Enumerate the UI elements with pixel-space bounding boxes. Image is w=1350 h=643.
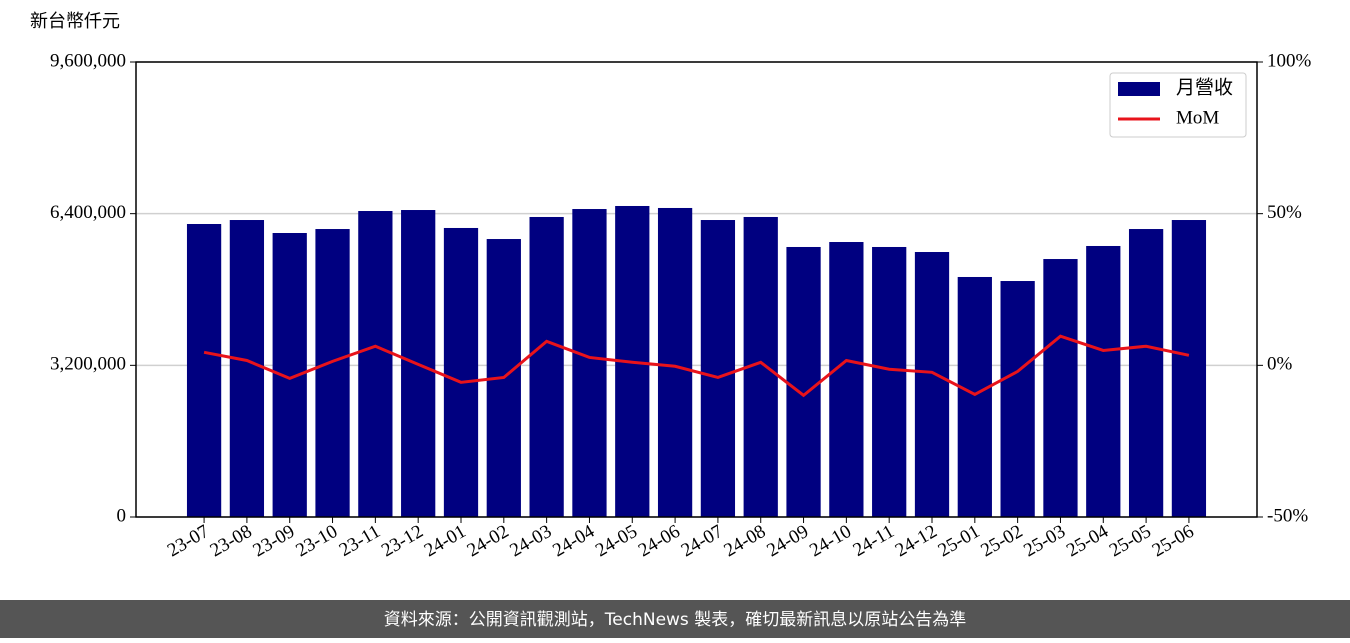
x-tick-label: 24-05 xyxy=(592,521,641,561)
legend-label: 月營收 xyxy=(1176,76,1233,98)
x-tick-label: 23-09 xyxy=(250,521,299,561)
x-tick-label: 24-01 xyxy=(421,521,470,561)
x-tick-label: 24-06 xyxy=(635,521,684,561)
x-tick-label: 24-12 xyxy=(892,521,941,561)
x-tick-label: 24-03 xyxy=(506,521,555,561)
bar xyxy=(315,229,350,517)
line xyxy=(203,334,1190,398)
bar xyxy=(1171,220,1207,518)
x-tick-label: 24-09 xyxy=(763,521,812,561)
x-tick-label: 24-02 xyxy=(464,521,513,561)
x-tick-label: 23-07 xyxy=(164,521,213,561)
bar xyxy=(1043,259,1078,517)
x-tick-label: 25-02 xyxy=(977,521,1026,561)
bar xyxy=(186,223,222,517)
x-tick-label: 24-11 xyxy=(850,521,898,561)
source-note: 資料來源：公開資訊觀測站，TechNews 製表，確切最新訊息以原站公告為準 xyxy=(384,610,966,630)
bar xyxy=(914,252,950,518)
x-tick-label: 25-01 xyxy=(935,521,984,561)
legend: 月營收 MoM xyxy=(1109,72,1247,138)
y-tick-label: 6,400,000 xyxy=(50,202,126,223)
x-tick-label: 25-06 xyxy=(1149,521,1198,561)
bar xyxy=(358,211,393,517)
bar xyxy=(957,276,992,517)
x-tick-label: 24-07 xyxy=(678,521,727,561)
y2-tick-label: 50% xyxy=(1267,202,1302,223)
y-tick-label: 0 xyxy=(117,505,127,526)
x-tick-label: 23-10 xyxy=(292,521,341,561)
x-tick-label: 24-08 xyxy=(721,521,770,561)
x-tick-label: 24-10 xyxy=(806,521,855,561)
bar xyxy=(1086,245,1121,517)
x-tick-label: 25-04 xyxy=(1063,521,1112,562)
x-tick-label: 23-12 xyxy=(378,521,427,561)
x-tick-label: 25-05 xyxy=(1106,521,1155,561)
x-tick-label: 25-03 xyxy=(1020,521,1069,561)
x-tick-label: 23-11 xyxy=(336,521,384,561)
legend-label: MoM xyxy=(1176,107,1219,128)
y-axis-label: 新台幣仟元 xyxy=(30,11,120,32)
bar xyxy=(786,246,821,517)
y2-tick-label: -50% xyxy=(1267,505,1308,526)
bar xyxy=(1000,281,1035,517)
plot-frame xyxy=(135,61,1258,518)
y2-tick-label: 0% xyxy=(1267,354,1293,375)
bar xyxy=(657,207,693,517)
y2-tick-label: 100% xyxy=(1267,50,1312,71)
footer-bar xyxy=(0,600,1350,638)
bar xyxy=(572,209,607,517)
bar xyxy=(529,216,564,517)
x-tick-label: 23-08 xyxy=(207,521,256,561)
y-tick-label: 9,600,000 xyxy=(50,50,126,71)
bar xyxy=(443,227,479,517)
bar xyxy=(1128,229,1164,517)
y-tick-label: 3,200,000 xyxy=(50,354,126,375)
bar xyxy=(872,246,907,517)
x-tick-label: 24-04 xyxy=(549,521,598,562)
bar xyxy=(700,220,736,518)
bar xyxy=(829,242,864,517)
bar xyxy=(229,220,265,518)
legend-swatch xyxy=(1118,82,1160,96)
